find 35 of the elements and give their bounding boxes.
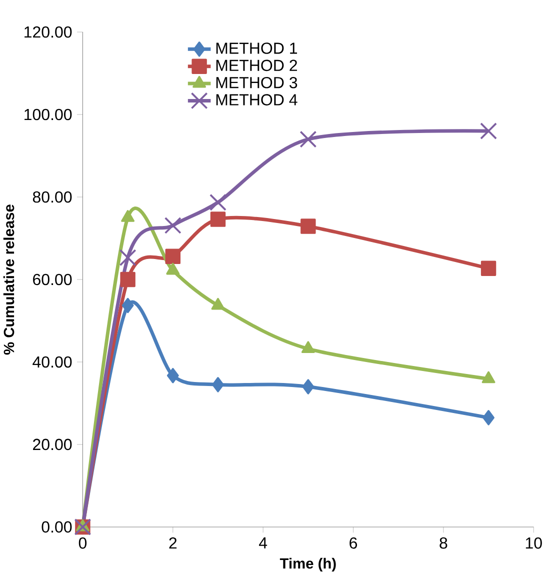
legend-label: METHOD 3 [216,76,298,88]
y-tick-label: 120.00 [24,26,72,38]
y-tick-label: 80.00 [32,191,72,203]
x-tick-label: 0 [78,537,87,549]
point [482,410,494,426]
point [119,249,136,266]
x-tick-label: 8 [440,537,448,549]
point [210,194,226,211]
x-tick-label: 10 [526,537,542,549]
y-tick-label: 40.00 [32,356,72,368]
y-tick-label: 0.00 [42,521,72,533]
x-tick-label: 2 [169,537,177,549]
x-tick-label: 6 [350,537,358,549]
y-tick-label: 100.00 [24,108,72,120]
y-tick-label: 60.00 [33,274,72,286]
point [300,218,316,234]
x-axis-title: Time (h) [280,558,336,572]
point [300,130,317,148]
point [210,212,226,227]
legend-label: METHOD 4 [216,94,298,106]
point [166,368,179,384]
y-tick-label: 20.00 [33,438,72,450]
point [212,377,224,392]
point [480,122,498,140]
point [302,379,314,394]
point [480,260,496,276]
point [164,216,182,234]
point [301,341,315,354]
legend-label: METHOD 2 [216,60,298,72]
legend-label: METHOD 1 [216,42,298,54]
y-axis-title: % Cumulative release [3,204,14,355]
point [122,298,134,314]
x-tick-label: 4 [259,537,268,548]
point [165,248,181,264]
point [120,272,136,288]
